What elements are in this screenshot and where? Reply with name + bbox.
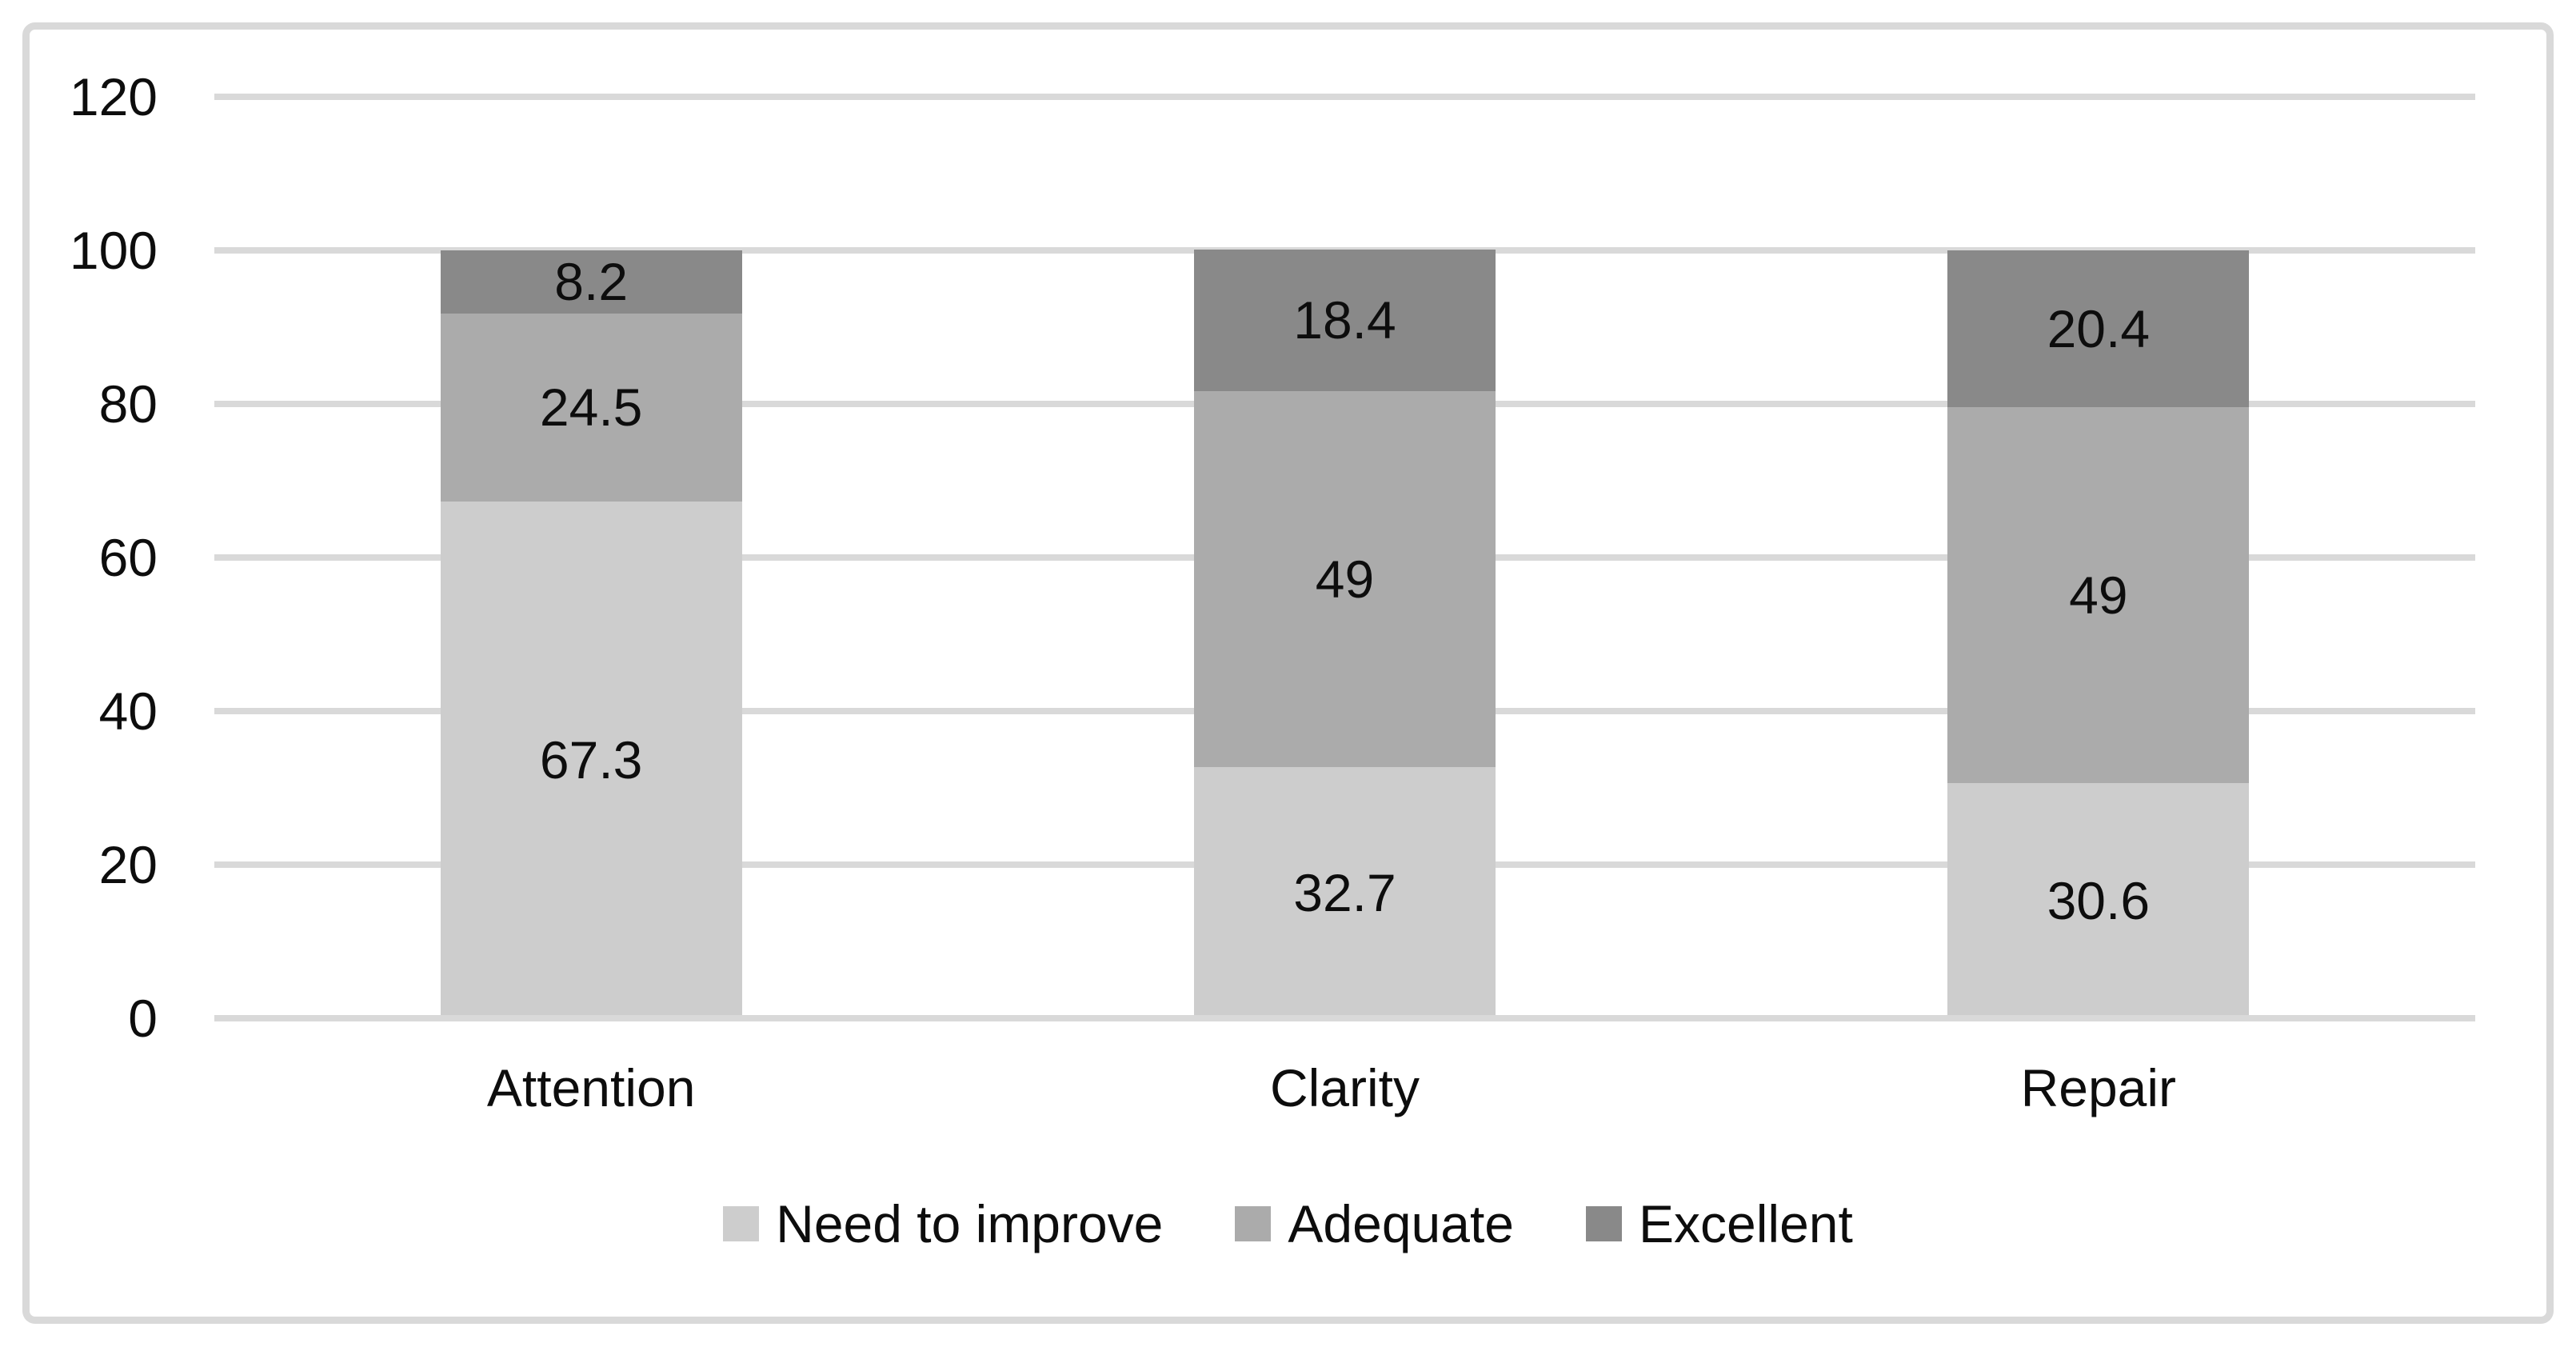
data-label: 49 [2069,566,2128,626]
bar-segment: 20.4 [1947,250,2250,407]
y-tick-label: 0 [128,989,158,1048]
category-label: Attention [486,1058,696,1117]
legend-swatch-icon [1586,1206,1623,1241]
data-label: 20.4 [2047,298,2151,358]
data-label: 30.6 [2047,871,2151,931]
legend-swatch-icon [723,1206,760,1241]
legend: Need to improve Adequate Excellent [30,1190,2546,1257]
bar-segment: 49 [1947,406,2250,784]
bar-segment: 24.5 [440,313,742,502]
y-tick-label: 120 [69,67,158,126]
x-axis-line [214,1015,2475,1021]
bar-segment: 30.6 [1947,783,2250,1018]
bar-segment: 18.4 [1194,250,1496,391]
legend-item: Excellent [1586,1193,1853,1254]
data-label: 8.2 [554,252,629,312]
gridline [214,94,2475,100]
y-tick-label: 80 [98,374,158,434]
data-label: 18.4 [1293,290,1396,350]
data-label: 49 [1315,549,1375,609]
data-label: 67.3 [539,729,643,789]
y-tick-label: 20 [98,835,158,894]
data-label: 32.7 [1293,863,1396,923]
bar-segment: 8.2 [440,250,742,314]
legend-label: Adequate [1288,1194,1515,1253]
bar-segment: 49 [1194,390,1496,768]
category-label: Repair [2020,1058,2177,1117]
data-label: 24.5 [539,378,643,438]
y-tick-label: 100 [69,221,158,280]
legend-swatch-icon [1235,1206,1272,1241]
bar-segment: 32.7 [1194,767,1496,1018]
category-label: Clarity [1269,1058,1420,1117]
y-tick-label: 60 [98,528,158,587]
bar-segment: 67.3 [440,501,742,1018]
legend-item: Adequate [1235,1193,1514,1254]
legend-label: Excellent [1639,1194,1853,1253]
legend-item: Need to improve [723,1193,1163,1254]
y-tick-label: 40 [98,681,158,741]
legend-label: Need to improve [776,1194,1164,1253]
